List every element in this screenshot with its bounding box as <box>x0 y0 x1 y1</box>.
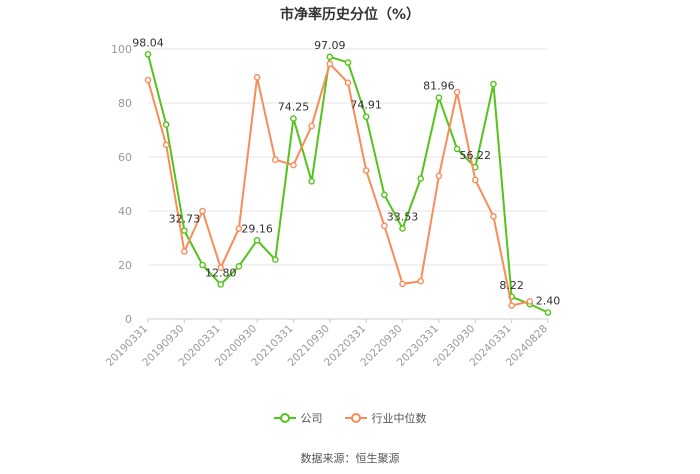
data-label-2: 32.73 <box>169 213 201 226</box>
point-s0-17 <box>453 145 461 153</box>
point-s1-13 <box>381 222 388 230</box>
legend-label-industry: 行业中位数 <box>371 412 427 425</box>
data-label-18: 56.22 <box>460 149 492 162</box>
legend-item-company[interactable]: 公司 <box>273 410 323 426</box>
point-s0-4 <box>217 281 225 288</box>
point-s0-10 <box>326 53 334 61</box>
point-s1-1 <box>162 141 170 149</box>
data-label-8: 74.25 <box>278 101 310 114</box>
data-labels: 98.04 32.73 12.80 29.16 74.25 97.09 74.91 33.53… <box>132 36 560 307</box>
point-s1-15 <box>417 277 425 285</box>
point-s1-2 <box>181 248 188 255</box>
point-s1-10 <box>326 60 334 68</box>
point-s1-6 <box>253 74 261 81</box>
point-s1-16 <box>435 172 443 180</box>
point-s0-15 <box>417 175 425 182</box>
series-line-1 <box>147 61 531 307</box>
point-s1-14 <box>399 280 406 288</box>
point-s0-1 <box>162 121 170 128</box>
point-s0-5 <box>235 263 243 270</box>
data-label-22: 2.40 <box>536 295 561 308</box>
x-axis: 2019033120190930202003312020093020210331… <box>104 319 550 369</box>
data-label-4: 12.80 <box>205 266 237 279</box>
chart-title: 市净率历史分位（%） <box>279 7 421 23</box>
point-s1-9 <box>308 122 315 130</box>
point-s0-0 <box>144 50 152 58</box>
point-s1-3 <box>199 207 206 215</box>
point-s0-9 <box>308 177 315 185</box>
data-label-0: 98.04 <box>132 36 164 49</box>
y-tick-label-3: 60 <box>118 151 132 164</box>
legend: 公司 行业中位数 <box>0 410 700 426</box>
y-tick-label-2: 40 <box>118 205 132 218</box>
line-chart: 0 20 40 60 80 100 201903312019093020200331202… <box>104 36 560 369</box>
point-s0-13 <box>381 191 388 199</box>
point-s1-17 <box>453 88 461 96</box>
grid-lines <box>148 48 548 320</box>
point-s0-3 <box>199 261 206 269</box>
point-s1-0 <box>144 76 152 84</box>
legend-item-industry[interactable]: 行业中位数 <box>344 410 427 426</box>
point-s0-6 <box>253 236 261 244</box>
data-label-16: 81.96 <box>423 80 455 93</box>
point-s1-20 <box>508 302 515 309</box>
data-label-12: 74.91 <box>350 99 382 112</box>
data-source: 数据来源：恒生聚源 <box>300 452 400 465</box>
data-label-14: 33.53 <box>387 210 419 223</box>
data-label-20: 8.22 <box>499 279 524 292</box>
point-s1-8 <box>290 161 297 169</box>
point-s0-14 <box>399 225 406 232</box>
point-s1-5 <box>235 225 243 232</box>
point-s0-12 <box>362 113 370 121</box>
y-axis: 0 20 40 60 80 100 <box>111 43 132 326</box>
legend-swatch-industry <box>344 412 367 424</box>
point-s0-16 <box>435 94 443 102</box>
point-s1-7 <box>271 156 279 163</box>
point-s1-19 <box>490 213 497 220</box>
point-s1-21 <box>526 298 534 305</box>
point-s0-8 <box>290 115 297 122</box>
point-s0-19 <box>490 80 497 88</box>
y-tick-label-5: 100 <box>111 43 132 56</box>
point-s0-22 <box>544 309 552 316</box>
y-tick-label-0: 0 <box>125 313 132 326</box>
point-s1-11 <box>344 79 352 87</box>
y-tick-label-4: 80 <box>118 97 132 110</box>
point-s0-2 <box>181 227 188 234</box>
legend-label-company: 公司 <box>300 412 323 425</box>
point-s1-12 <box>362 167 370 174</box>
legend-swatch-company <box>273 412 296 424</box>
series-layer <box>144 50 552 316</box>
data-label-6: 29.16 <box>241 222 273 235</box>
point-s1-18 <box>471 176 479 184</box>
data-label-10: 97.09 <box>314 39 346 52</box>
point-s0-7 <box>271 256 279 263</box>
point-s0-11 <box>344 59 352 66</box>
y-tick-label-1: 20 <box>118 259 132 272</box>
point-s1-4 <box>217 264 225 272</box>
